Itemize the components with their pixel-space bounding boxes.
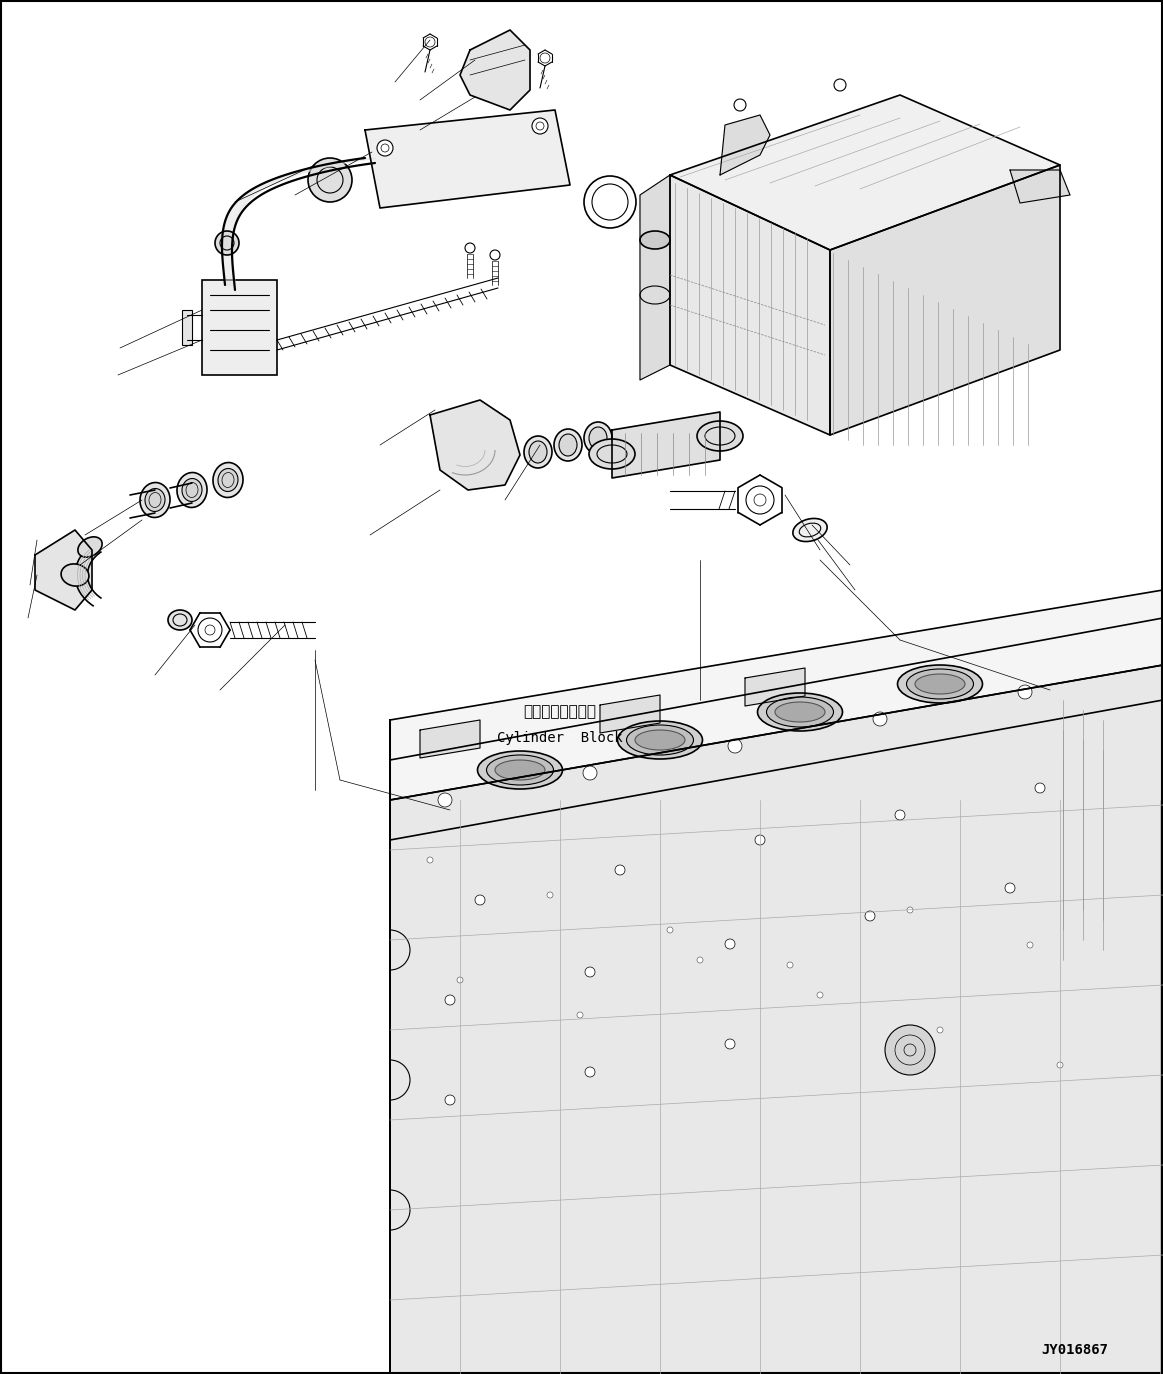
Circle shape <box>1057 1062 1063 1068</box>
Circle shape <box>937 1026 943 1033</box>
Polygon shape <box>390 589 1163 800</box>
Ellipse shape <box>62 563 88 587</box>
Polygon shape <box>720 115 770 174</box>
Ellipse shape <box>78 537 102 556</box>
Circle shape <box>885 1025 935 1074</box>
Polygon shape <box>600 695 659 732</box>
Circle shape <box>873 712 887 725</box>
Ellipse shape <box>486 754 554 785</box>
Ellipse shape <box>757 692 842 731</box>
Ellipse shape <box>697 420 743 451</box>
Text: Cylinder  Block: Cylinder Block <box>498 731 623 745</box>
Ellipse shape <box>140 482 170 518</box>
Circle shape <box>1018 686 1032 699</box>
Polygon shape <box>612 412 720 478</box>
Circle shape <box>697 958 702 963</box>
Ellipse shape <box>529 441 547 463</box>
Circle shape <box>1035 783 1046 793</box>
Circle shape <box>445 995 455 1004</box>
Circle shape <box>728 739 742 753</box>
Circle shape <box>755 835 765 845</box>
Circle shape <box>465 243 475 253</box>
Circle shape <box>907 907 913 912</box>
Ellipse shape <box>559 434 577 456</box>
Ellipse shape <box>775 702 825 721</box>
Ellipse shape <box>167 610 192 631</box>
Circle shape <box>865 911 875 921</box>
Circle shape <box>585 967 595 977</box>
Circle shape <box>725 1039 735 1048</box>
Circle shape <box>1005 883 1015 893</box>
Ellipse shape <box>213 463 243 497</box>
Circle shape <box>547 892 552 899</box>
Circle shape <box>754 495 766 506</box>
Ellipse shape <box>554 429 582 462</box>
Ellipse shape <box>145 489 165 511</box>
Circle shape <box>583 765 597 780</box>
Polygon shape <box>461 30 530 110</box>
Circle shape <box>438 793 452 807</box>
Text: シリンダブロック: シリンダブロック <box>523 705 597 720</box>
Circle shape <box>615 866 625 875</box>
Circle shape <box>427 857 433 863</box>
Ellipse shape <box>766 697 834 727</box>
Circle shape <box>205 625 215 635</box>
Polygon shape <box>390 618 1163 840</box>
Circle shape <box>531 118 548 135</box>
Polygon shape <box>35 530 92 610</box>
Circle shape <box>787 962 793 969</box>
Circle shape <box>445 1095 455 1105</box>
Circle shape <box>834 78 846 91</box>
Circle shape <box>475 894 485 905</box>
Circle shape <box>725 938 735 949</box>
Polygon shape <box>670 95 1059 250</box>
Ellipse shape <box>898 665 983 703</box>
Ellipse shape <box>217 469 238 492</box>
Ellipse shape <box>915 675 965 694</box>
Ellipse shape <box>478 752 563 789</box>
Circle shape <box>215 231 240 256</box>
Polygon shape <box>390 665 1163 1374</box>
Ellipse shape <box>640 231 670 249</box>
Text: JY016867: JY016867 <box>1042 1342 1108 1358</box>
Ellipse shape <box>793 518 827 541</box>
Ellipse shape <box>635 730 685 750</box>
Ellipse shape <box>177 473 207 507</box>
Circle shape <box>816 992 823 998</box>
Polygon shape <box>420 720 480 758</box>
Ellipse shape <box>584 422 612 453</box>
Circle shape <box>490 250 500 260</box>
Circle shape <box>734 99 745 111</box>
Circle shape <box>1027 943 1033 948</box>
Circle shape <box>308 158 352 202</box>
Circle shape <box>896 811 905 820</box>
Circle shape <box>585 1068 595 1077</box>
Ellipse shape <box>495 760 545 780</box>
Circle shape <box>668 927 673 933</box>
Polygon shape <box>640 174 670 381</box>
Ellipse shape <box>525 436 552 469</box>
Polygon shape <box>670 174 830 436</box>
Bar <box>181 311 192 345</box>
Circle shape <box>577 1013 583 1018</box>
Polygon shape <box>1009 170 1070 203</box>
Ellipse shape <box>618 721 702 758</box>
Ellipse shape <box>588 440 635 469</box>
Ellipse shape <box>627 725 693 754</box>
Ellipse shape <box>906 669 973 699</box>
Polygon shape <box>430 400 520 491</box>
Circle shape <box>377 140 393 157</box>
Ellipse shape <box>588 427 607 449</box>
Polygon shape <box>830 165 1059 436</box>
Polygon shape <box>365 110 570 207</box>
Ellipse shape <box>181 478 202 502</box>
Bar <box>202 280 277 375</box>
Circle shape <box>457 977 463 982</box>
Polygon shape <box>745 668 805 706</box>
Ellipse shape <box>640 286 670 304</box>
